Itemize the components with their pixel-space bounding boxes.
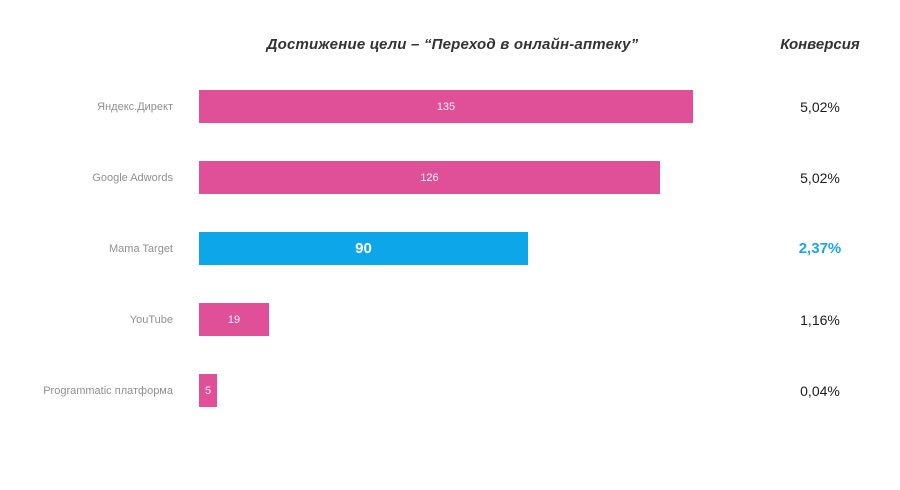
chart-row: Programmatic платформа 5 0,04% <box>0 355 900 426</box>
bar-value-label: 19 <box>227 313 241 326</box>
bar: 135 <box>199 90 693 123</box>
category-label: YouTube <box>129 313 173 326</box>
bar: 126 <box>199 161 660 194</box>
chart-header: Достижение цели – “Переход в онлайн-апте… <box>0 0 900 53</box>
conversion-value: 5,02% <box>800 98 840 115</box>
bar-value-label: 126 <box>420 171 439 184</box>
chart-row: Google Adwords 126 5,02% <box>0 142 900 213</box>
conversion-value: 1,16% <box>800 311 840 328</box>
bar-cell: 90 <box>199 232 740 265</box>
conversion-column-header: Конверсия <box>780 36 860 53</box>
category-label: Mama Target <box>109 242 173 255</box>
chart-row: Mama Target 90 2,37% <box>0 213 900 284</box>
bar: 5 <box>199 374 217 407</box>
bar-value-label: 90 <box>355 240 372 257</box>
conversion-value: 2,37% <box>798 240 842 257</box>
bar: 90 <box>199 232 528 265</box>
bar-value-label: 135 <box>436 100 456 113</box>
bar-cell: 19 <box>199 303 740 336</box>
bar-value-label: 5 <box>204 384 212 397</box>
bar-cell: 126 <box>199 161 740 194</box>
chart-title: Достижение цели – “Переход в онлайн-апте… <box>266 36 639 53</box>
category-label: Яндекс.Директ <box>97 100 173 113</box>
conversion-value: 5,02% <box>800 169 840 186</box>
chart-rows: Яндекс.Директ 135 5,02% Google Adwords 1… <box>0 71 900 426</box>
bar: 19 <box>199 303 269 336</box>
conversion-value: 0,04% <box>800 382 840 399</box>
chart-row: YouTube 19 1,16% <box>0 284 900 355</box>
bar-cell: 5 <box>199 374 740 407</box>
bar-cell: 135 <box>199 90 740 123</box>
category-label: Programmatic платформа <box>43 384 173 397</box>
category-label: Google Adwords <box>92 171 173 184</box>
chart-row: Яндекс.Директ 135 5,02% <box>0 71 900 142</box>
